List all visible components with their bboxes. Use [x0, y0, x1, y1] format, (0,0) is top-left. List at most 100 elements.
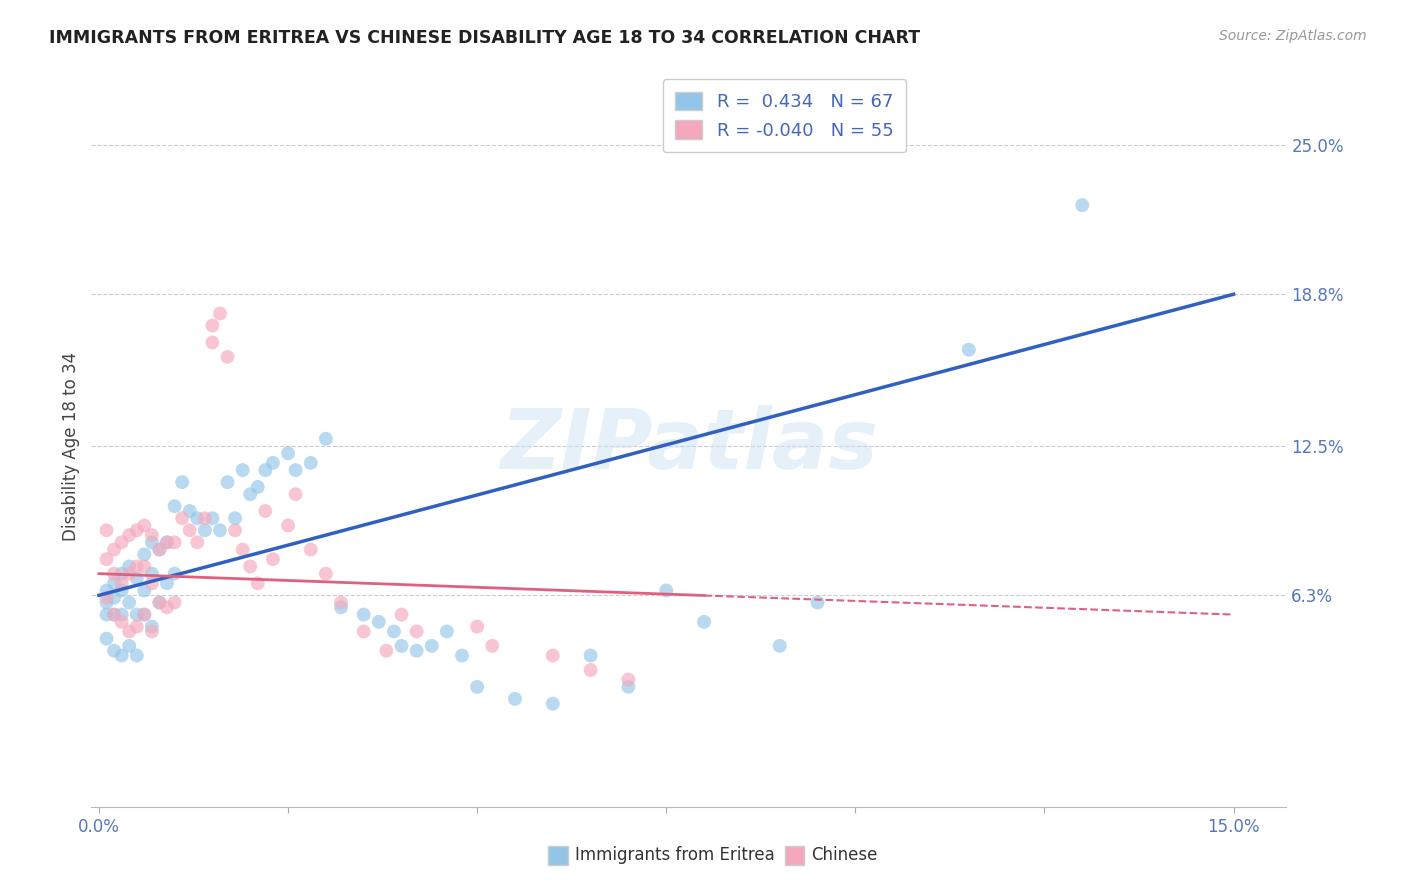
- Point: [179, 504, 201, 518]
- Point: [103, 566, 125, 581]
- Point: [111, 615, 134, 629]
- Point: [103, 542, 125, 557]
- Point: [186, 535, 208, 549]
- Point: [96, 632, 118, 646]
- Point: [579, 663, 602, 677]
- Point: [156, 535, 179, 549]
- Point: [163, 596, 186, 610]
- Point: [125, 523, 148, 537]
- Point: [330, 600, 353, 615]
- Point: [617, 680, 640, 694]
- Point: [277, 518, 299, 533]
- Point: [655, 583, 678, 598]
- Point: [111, 648, 134, 663]
- Point: [194, 511, 217, 525]
- Point: [96, 591, 118, 605]
- Text: ZIPatlas: ZIPatlas: [501, 406, 877, 486]
- Point: [208, 523, 231, 537]
- Point: [96, 523, 118, 537]
- Point: [156, 600, 179, 615]
- Point: [172, 475, 194, 489]
- Point: [103, 591, 125, 605]
- Point: [172, 511, 194, 525]
- Point: [232, 463, 254, 477]
- Point: [163, 566, 186, 581]
- Point: [111, 607, 134, 622]
- Point: [201, 511, 224, 525]
- Point: [111, 576, 134, 591]
- Point: [156, 576, 179, 591]
- Point: [284, 463, 307, 477]
- Point: [118, 559, 141, 574]
- Point: [503, 692, 526, 706]
- Point: [239, 559, 262, 574]
- Point: [141, 535, 163, 549]
- Point: [541, 697, 564, 711]
- Point: [163, 535, 186, 549]
- Point: [330, 596, 353, 610]
- Point: [125, 571, 148, 585]
- Point: [375, 644, 398, 658]
- Point: [806, 596, 828, 610]
- Point: [96, 583, 118, 598]
- Point: [201, 318, 224, 333]
- Text: Source: ZipAtlas.com: Source: ZipAtlas.com: [1219, 29, 1367, 43]
- Point: [246, 576, 269, 591]
- Point: [957, 343, 980, 357]
- Point: [262, 552, 284, 566]
- Point: [405, 624, 427, 639]
- Point: [284, 487, 307, 501]
- Point: [141, 566, 163, 581]
- Point: [134, 583, 156, 598]
- Point: [134, 607, 156, 622]
- Point: [118, 639, 141, 653]
- Point: [163, 500, 186, 514]
- Point: [125, 619, 148, 633]
- Point: [134, 548, 156, 562]
- Point: [353, 607, 375, 622]
- Point: [224, 523, 246, 537]
- Point: [1071, 198, 1094, 212]
- Point: [217, 350, 239, 364]
- Point: [134, 559, 156, 574]
- Point: [186, 511, 208, 525]
- Point: [156, 535, 179, 549]
- Point: [134, 518, 156, 533]
- Point: [96, 607, 118, 622]
- Point: [579, 648, 602, 663]
- Point: [420, 639, 443, 653]
- Point: [465, 680, 488, 694]
- Point: [148, 596, 170, 610]
- Point: [118, 624, 141, 639]
- Point: [391, 639, 413, 653]
- Point: [134, 607, 156, 622]
- Point: [451, 648, 474, 663]
- Point: [111, 583, 134, 598]
- Point: [232, 542, 254, 557]
- Point: [353, 624, 375, 639]
- Point: [246, 480, 269, 494]
- Point: [148, 542, 170, 557]
- Point: [254, 504, 277, 518]
- Point: [299, 542, 322, 557]
- Point: [208, 307, 231, 321]
- Point: [262, 456, 284, 470]
- Point: [254, 463, 277, 477]
- Y-axis label: Disability Age 18 to 34: Disability Age 18 to 34: [62, 351, 80, 541]
- Point: [125, 559, 148, 574]
- Point: [315, 566, 337, 581]
- Point: [541, 648, 564, 663]
- Text: Chinese: Chinese: [811, 847, 877, 864]
- Point: [299, 456, 322, 470]
- Point: [103, 607, 125, 622]
- Point: [481, 639, 503, 653]
- Point: [367, 615, 389, 629]
- Point: [239, 487, 262, 501]
- Point: [315, 432, 337, 446]
- Point: [179, 523, 201, 537]
- Point: [224, 511, 246, 525]
- Point: [103, 644, 125, 658]
- Point: [103, 607, 125, 622]
- Point: [436, 624, 458, 639]
- Point: [125, 607, 148, 622]
